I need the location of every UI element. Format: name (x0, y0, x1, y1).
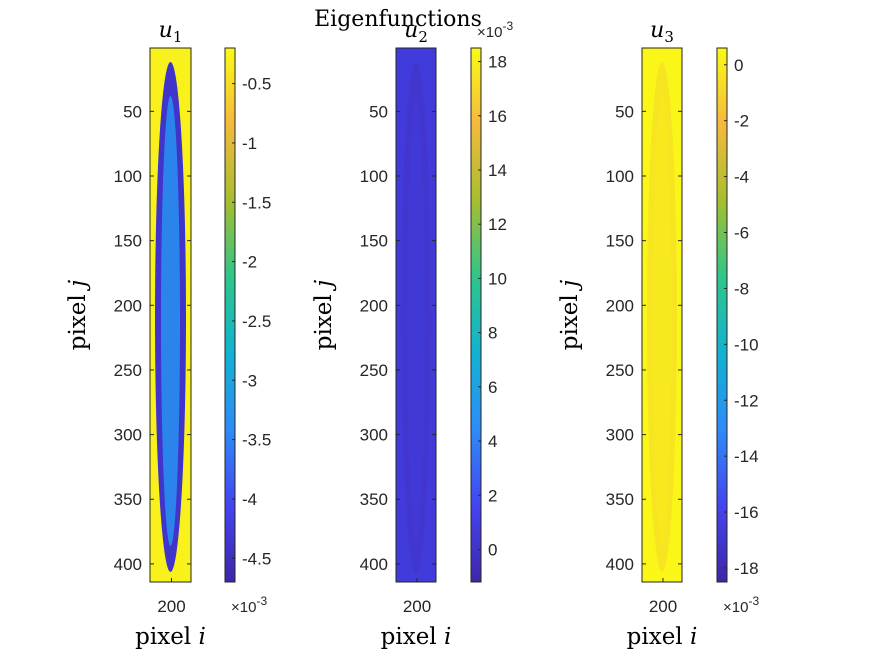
colorbar-gradient (471, 48, 481, 582)
axes-box (149, 47, 192, 583)
y-tick-label: 350 (114, 490, 142, 509)
heatmap-image (642, 48, 682, 582)
colorbar-tick-label: -6 (734, 224, 749, 243)
x-axis-label: pixel i (627, 624, 698, 650)
colorbar-tick-label: -1.5 (242, 193, 271, 212)
y-tick-label: 200 (360, 296, 388, 315)
colorbar-tick-label: 18 (488, 53, 507, 72)
y-tick-label: 150 (360, 232, 388, 251)
colorbar-tick-label: -2 (734, 112, 749, 131)
y-tick-label: 200 (606, 296, 634, 315)
y-tick-label: 300 (606, 426, 634, 445)
colorbar-tick-label: -12 (734, 391, 759, 410)
colorbar-box (224, 47, 236, 583)
colorbar-gradient (717, 48, 727, 582)
colorbar-box (470, 47, 482, 583)
figure-suptitle: Eigenfunctions (314, 7, 482, 32)
y-tick-label: 50 (123, 102, 142, 121)
colorbar-exponent: ×10-3 (723, 594, 759, 616)
y-tick-label: 300 (114, 426, 142, 445)
subplot-3: 50 100 150 200 250 300 350 400 200 u3 pixel i pixel… (557, 18, 759, 650)
colorbar-tick-label: 2 (488, 486, 497, 505)
colorbar-tick-label: -14 (734, 447, 759, 466)
heatmap-core (653, 96, 671, 546)
y-tick-label: 250 (360, 361, 388, 380)
axes-box (395, 47, 437, 583)
y-tick-label: 400 (606, 555, 634, 574)
colorbar-tick-label: 6 (488, 378, 497, 397)
y-tick-label: 400 (360, 555, 388, 574)
colorbar-exponent: ×10-3 (231, 594, 267, 616)
colorbar-tick-label: -4 (734, 168, 749, 187)
colorbar-tick-label: 0 (734, 56, 743, 75)
colorbar-tick-label: 8 (488, 324, 497, 343)
heatmap-core (407, 96, 425, 546)
y-tick-label: 50 (369, 102, 388, 121)
colorbar-tick-label: 0 (488, 540, 497, 559)
y-tick-label: 200 (114, 296, 142, 315)
x-tick-label: 200 (403, 597, 431, 616)
y-tick-label: 150 (606, 232, 634, 251)
colorbar-tick-label: -3.5 (242, 431, 271, 450)
subplot-title: u2 (404, 18, 428, 46)
colorbar-tick-label: -2 (242, 253, 257, 272)
x-tick-label: 200 (649, 597, 677, 616)
y-tick-label: 350 (606, 490, 634, 509)
heatmap-core (161, 96, 180, 546)
colorbar-gradient (225, 48, 235, 582)
colorbar-tick-label: -0.5 (242, 75, 271, 94)
y-tick-label: 400 (114, 555, 142, 574)
colorbar: -0.5 -1 -1.5 -2 -2.5 -3 -3.5 -4 -4.5 ×10-3 (224, 47, 271, 616)
colorbar-tick-label: -3 (242, 371, 257, 390)
colorbar: 18 16 14 12 10 8 6 4 2 0 ×10-3 (470, 19, 513, 583)
y-axis-label: pixel j (311, 280, 337, 350)
heatmap-image (396, 48, 436, 582)
colorbar-tick-label: -1 (242, 134, 257, 153)
y-tick-label: 250 (114, 361, 142, 380)
axes-box (641, 47, 683, 583)
y-tick-label: 100 (360, 167, 388, 186)
x-axis-label: pixel i (381, 624, 452, 650)
colorbar-exponent: ×10-3 (477, 19, 513, 41)
x-tick-label: 200 (157, 597, 185, 616)
y-tick-label: 100 (606, 167, 634, 186)
y-tick-label: 300 (360, 426, 388, 445)
colorbar-box (716, 47, 728, 583)
colorbar-tick-label: 4 (488, 432, 497, 451)
y-tick-label: 250 (606, 361, 634, 380)
colorbar: 0 -2 -4 -6 -8 -10 -12 -14 -16 -18 ×10-3 (716, 47, 759, 616)
colorbar-tick-label: -2.5 (242, 312, 271, 331)
subplot-title: u1 (159, 18, 183, 46)
subplot-1: 50 100 150 200 250 300 350 400 200 u1 pixel i pixel… (65, 18, 271, 650)
colorbar-tick-label: -10 (734, 335, 759, 354)
y-axis-label: pixel j (557, 280, 583, 350)
colorbar-tick-label: 16 (488, 107, 507, 126)
colorbar-tick-label: -16 (734, 503, 759, 522)
y-axis-label: pixel j (65, 280, 91, 350)
y-tick-label: 150 (114, 232, 142, 251)
colorbar-tick-label: -4.5 (242, 549, 271, 568)
colorbar-tick-label: 14 (488, 161, 507, 180)
colorbar-tick-label: -18 (734, 559, 759, 578)
colorbar-tick-label: -4 (242, 490, 257, 509)
y-tick-label: 50 (615, 102, 634, 121)
colorbar-tick-label: -8 (734, 279, 749, 298)
x-axis-label: pixel i (135, 624, 206, 650)
colorbar-tick-label: 12 (488, 215, 507, 234)
y-tick-label: 100 (114, 167, 142, 186)
heatmap-image (150, 48, 191, 582)
colorbar-tick-label: 10 (488, 269, 507, 288)
y-tick-label: 350 (360, 490, 388, 509)
subplot-title: u3 (650, 18, 674, 46)
